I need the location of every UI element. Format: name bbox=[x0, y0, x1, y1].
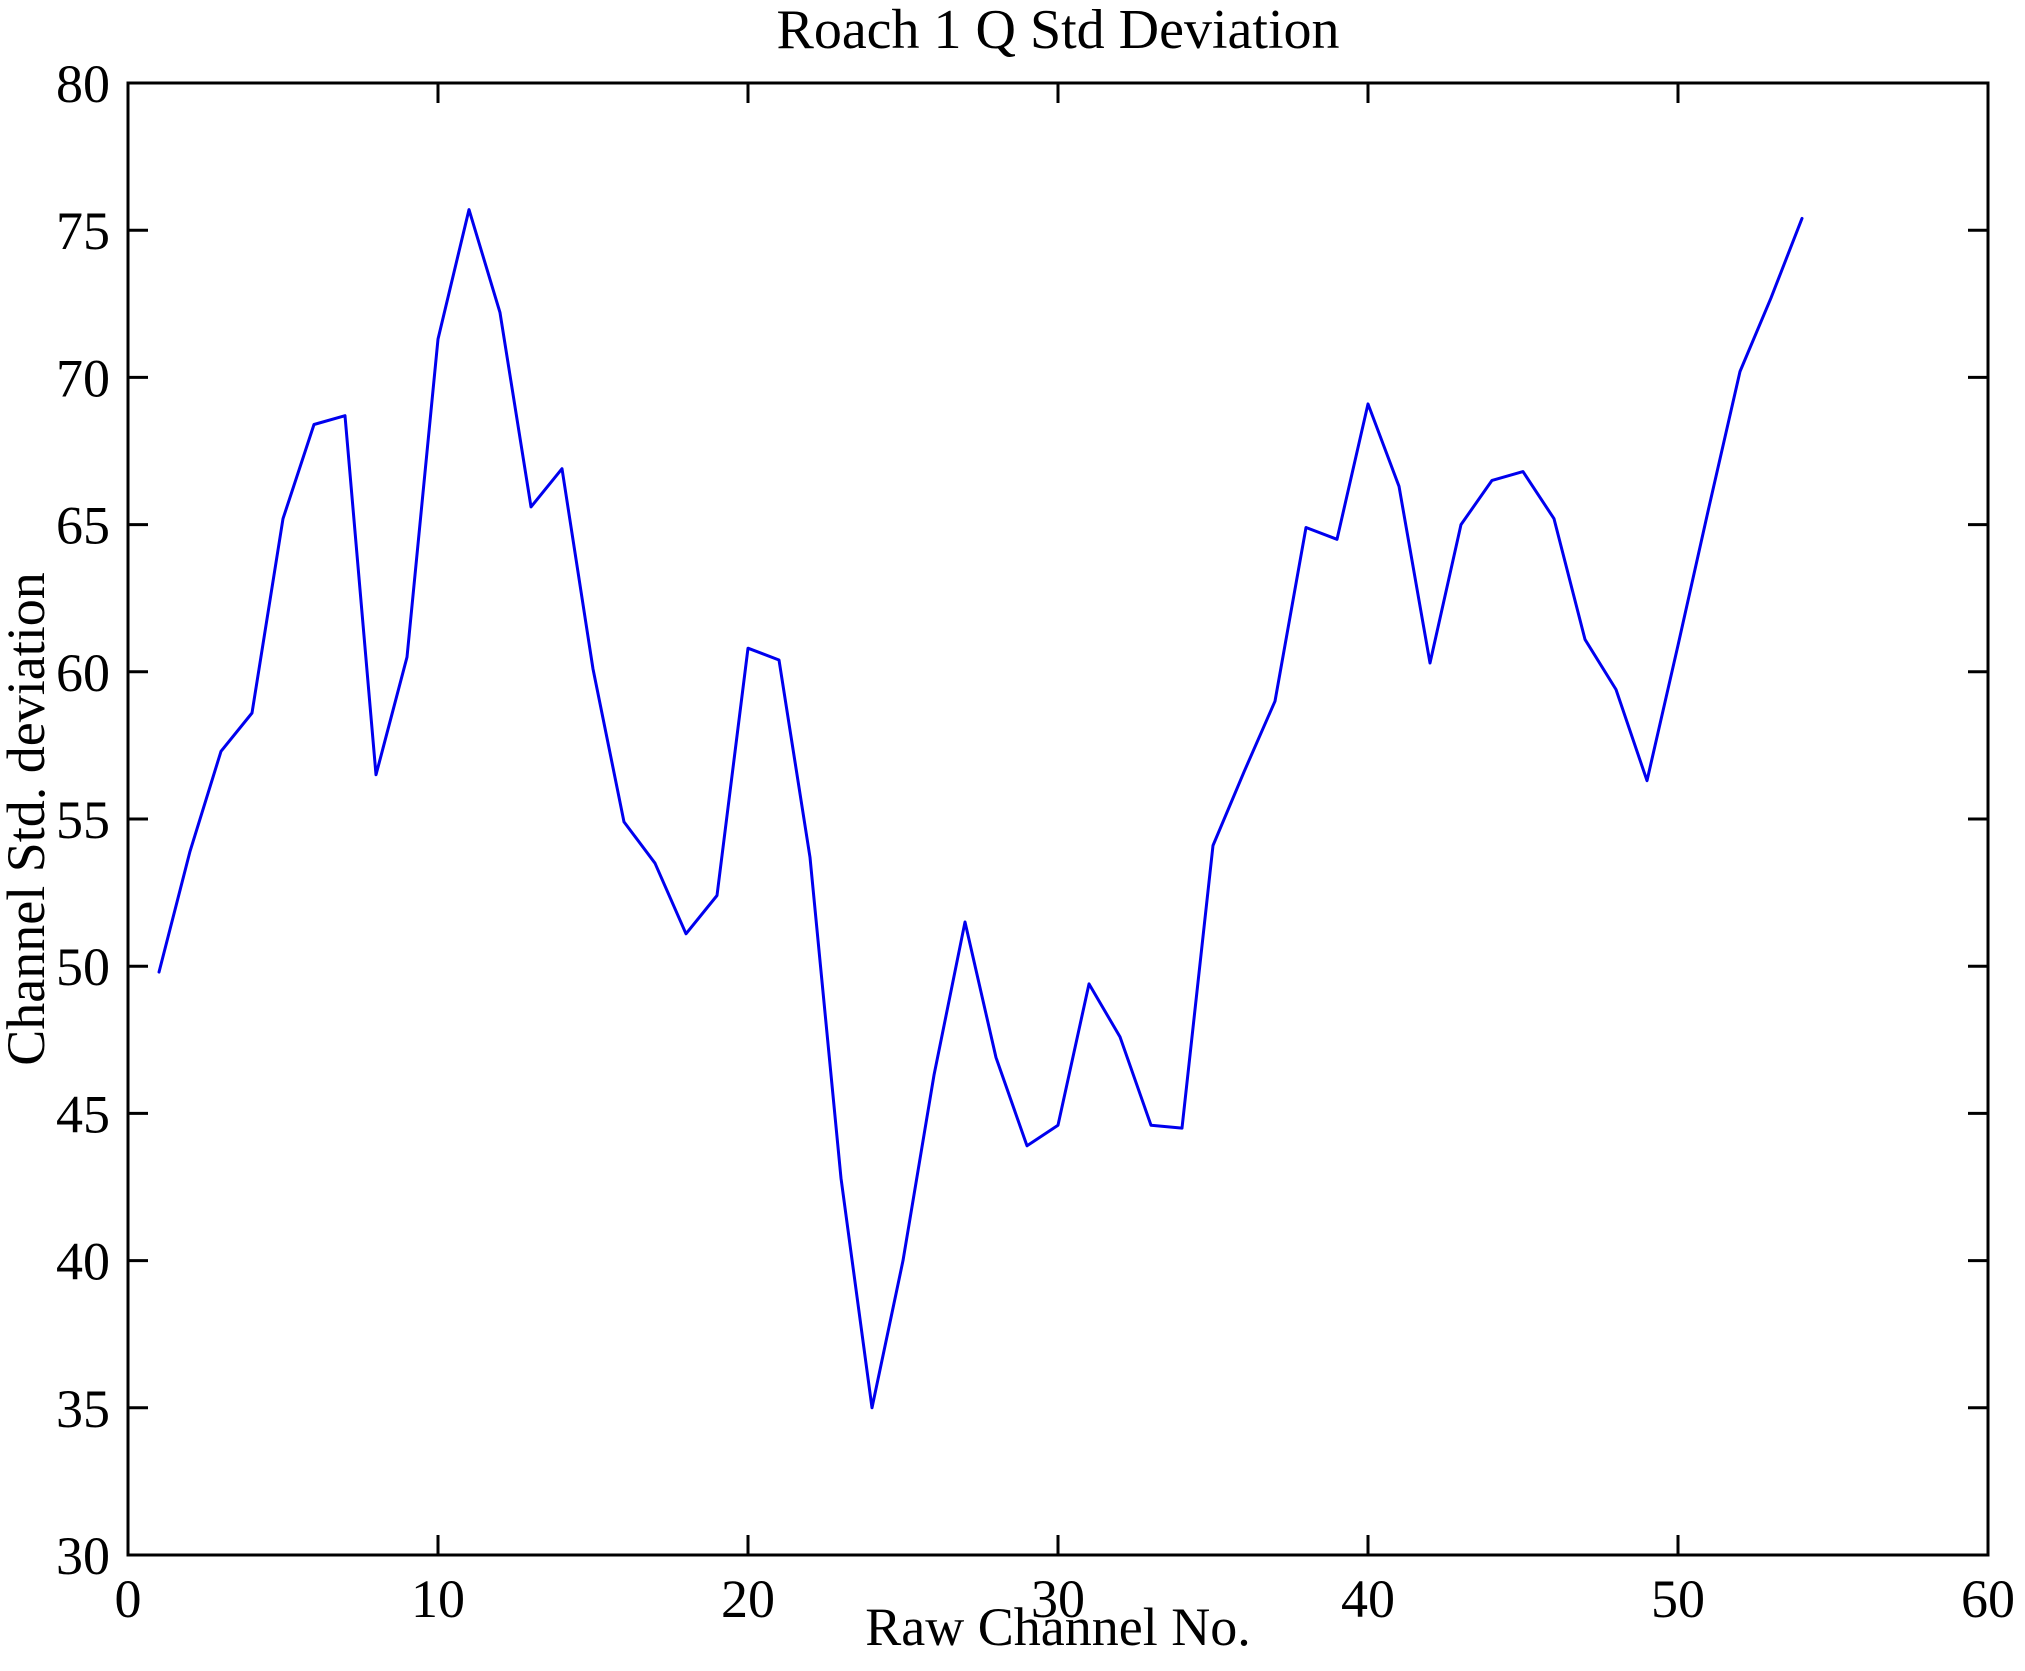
tick-label: 30 bbox=[56, 1526, 110, 1586]
y-axis-label: Channel Std. deviation bbox=[0, 572, 56, 1065]
tick-label: 40 bbox=[1341, 1569, 1395, 1629]
tick-label: 60 bbox=[1961, 1569, 2015, 1629]
data-line bbox=[157, 208, 1804, 1410]
tick-label: 20 bbox=[721, 1569, 775, 1629]
axis-ticks bbox=[126, 81, 1990, 1557]
tick-label: 10 bbox=[411, 1569, 465, 1629]
tick-label: 55 bbox=[56, 790, 110, 850]
tick-label: 75 bbox=[56, 201, 110, 261]
tick-label: 50 bbox=[56, 937, 110, 997]
x-axis-label: Raw Channel No. bbox=[865, 1597, 1250, 1657]
tick-labels: 0 10 20 30 40 50 60 30 35 40 45 50 55 60 65 70 75 80 bbox=[56, 54, 2015, 1629]
tick-label: 80 bbox=[56, 54, 110, 114]
tick-label: 0 bbox=[115, 1569, 142, 1629]
tick-label: 40 bbox=[56, 1232, 110, 1292]
tick-label: 50 bbox=[1651, 1569, 1705, 1629]
tick-label: 65 bbox=[56, 496, 110, 556]
tick-label: 45 bbox=[56, 1084, 110, 1144]
tick-label: 70 bbox=[56, 348, 110, 408]
tick-label: 60 bbox=[56, 643, 110, 703]
chart-title: Roach 1 Q Std Deviation bbox=[776, 0, 1339, 61]
tick-label: 35 bbox=[56, 1379, 110, 1439]
plot-border bbox=[126, 81, 1990, 1557]
tick-label: 30 bbox=[1031, 1569, 1085, 1629]
